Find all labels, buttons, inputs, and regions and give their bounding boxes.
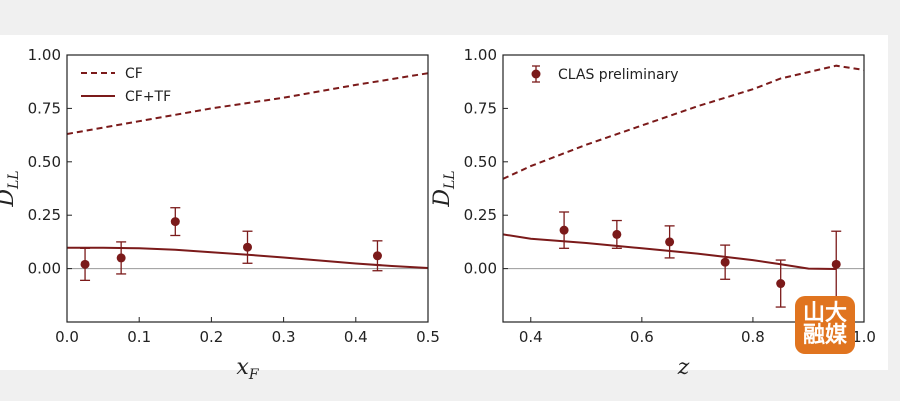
left-ylabel: DLL	[0, 170, 22, 207]
legend-cftf-label: CF+TF	[125, 89, 171, 105]
left-data-point	[170, 217, 180, 227]
right-ylabel: DLL	[430, 170, 458, 207]
right-data-point	[776, 279, 786, 289]
right-ytick-label: 1.00	[464, 46, 497, 64]
right-ytick-label: 0.75	[464, 99, 497, 117]
right-ytick-label: 0.00	[464, 260, 497, 278]
left-xtick-label: 0.1	[127, 328, 151, 346]
left-data-point	[80, 259, 90, 269]
right-series-dashed-line	[503, 64, 864, 180]
right-data-point	[665, 237, 675, 247]
left-xtick-label: 0.5	[416, 328, 440, 346]
legend-cf-label: CF	[125, 66, 143, 82]
left-ytick-label: 1.00	[28, 46, 61, 64]
legend-clas-label: CLAS preliminary	[558, 67, 679, 83]
left-series-dashed-line	[67, 72, 428, 135]
left-ytick-label: 0.00	[28, 260, 61, 278]
left-xtick-label: 0.2	[199, 328, 223, 346]
left-xtick-label: 0.4	[344, 328, 368, 346]
left-xlabel: xF	[236, 355, 259, 383]
left-panel: 0.00 0.25 0.50 0.75 1.00 0.0 0.1 0.2 0.3 0.4 0.5 xF…	[0, 46, 440, 383]
left-xtick-label: 0.0	[55, 328, 79, 346]
right-xtick-label: 0.6	[630, 328, 654, 346]
right-series-solid-line	[503, 233, 837, 270]
right-ytick-label: 0.25	[464, 206, 497, 224]
left-ytick-label: 0.25	[28, 206, 61, 224]
right-xtick-label: 1.0	[852, 328, 876, 346]
left-ytick-label: 0.75	[28, 99, 61, 117]
legend-clas-marker	[531, 69, 541, 79]
left-ytick-label: 0.50	[28, 153, 61, 171]
left-axes-frame	[66, 54, 429, 323]
right-data-point	[559, 225, 569, 235]
right-axes-frame	[502, 54, 865, 323]
left-panel-bg	[0, 35, 455, 370]
right-xtick-label: 0.4	[519, 328, 543, 346]
right-ytick-label: 0.50	[464, 153, 497, 171]
right-xtick-label: 0.8	[741, 328, 765, 346]
left-data-point	[243, 242, 252, 252]
logo-text-bottom: 融媒	[802, 323, 847, 348]
left-data-point	[372, 251, 382, 261]
right-xlabel: z	[677, 355, 690, 380]
right-data-point	[831, 259, 841, 269]
right-data-point	[612, 229, 622, 239]
right-data-point	[720, 257, 730, 267]
left-data-point	[116, 253, 126, 263]
left-xtick-label: 0.3	[272, 328, 296, 346]
watermark-logo: 山大 融媒	[795, 296, 855, 354]
logo-text-top: 山大	[802, 301, 847, 326]
